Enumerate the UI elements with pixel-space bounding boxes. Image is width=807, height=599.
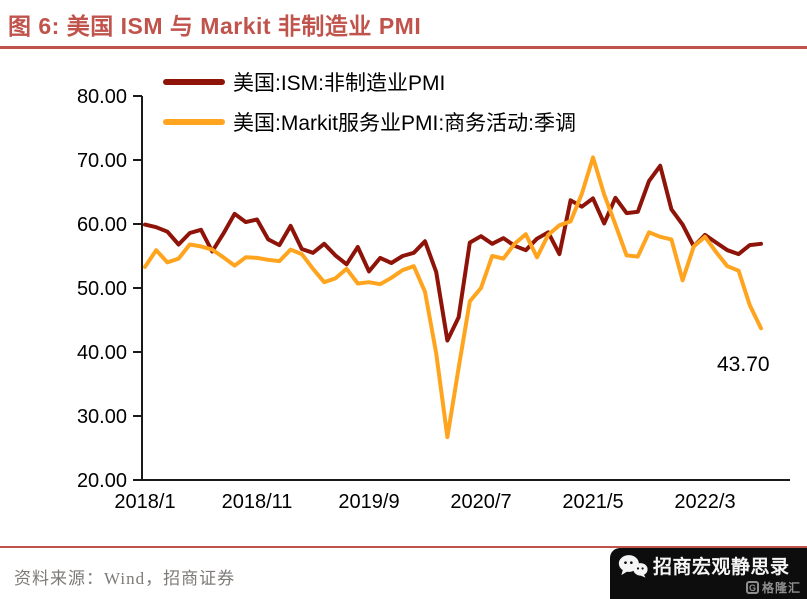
last-value-annotation: 43.70 bbox=[717, 353, 770, 377]
page-footer: 资料来源：Wind，招商证券 招商宏观静思录 G 格隆汇 bbox=[0, 548, 807, 599]
x-tick-label: 2018/1 bbox=[114, 491, 175, 513]
legend: 美国:ISM:非制造业PMI 美国:Markit服务业PMI:商务活动:季调 bbox=[163, 62, 576, 142]
ism-legend-label: 美国:ISM:非制造业PMI bbox=[233, 72, 446, 95]
markit-line bbox=[143, 155, 763, 440]
badge-title: 招商宏观静思录 bbox=[653, 557, 790, 578]
watermark-badge: 招商宏观静思录 G 格隆汇 bbox=[610, 548, 807, 599]
footer-divider bbox=[0, 546, 807, 548]
gelonghui-logo-icon: G bbox=[745, 581, 759, 594]
markit-legend-label: 美国:Markit服务业PMI:商务活动:季调 bbox=[233, 112, 577, 135]
x-tick-label: 2019/9 bbox=[338, 491, 399, 513]
ism-legend-swatch bbox=[163, 79, 225, 85]
source-text: 资料来源：Wind，招商证券 bbox=[14, 569, 236, 588]
y-tick-label: 60.00 bbox=[77, 214, 127, 236]
legend-item-ism: 美国:ISM:非制造业PMI bbox=[163, 62, 576, 102]
pmi-line-chart: 80.0070.0060.0050.0040.0030.0020.002018/… bbox=[77, 86, 790, 513]
y-tick-label: 80.00 bbox=[77, 86, 127, 108]
y-tick-label: 30.00 bbox=[77, 406, 127, 428]
badge-row-title: 招商宏观静思录 bbox=[618, 552, 801, 579]
chart-area: 80.00 70.00 60.00 50.00 40.00 30.00 20.00 2018/… bbox=[0, 49, 807, 549]
badge-row-logo: G 格隆汇 bbox=[618, 579, 801, 596]
chart-title: 图 6: 美国 ISM 与 Markit 非制造业 PMI bbox=[8, 13, 422, 39]
x-tick-label: 2021/5 bbox=[562, 491, 623, 513]
gelonghui-logo-text: 格隆汇 bbox=[761, 581, 801, 595]
title-bar: 图 6: 美国 ISM 与 Markit 非制造业 PMI bbox=[0, 0, 807, 46]
ism-line bbox=[143, 163, 763, 343]
chat-bubbles-icon bbox=[618, 554, 648, 578]
x-tick-label: 2020/7 bbox=[450, 491, 511, 513]
x-tick-label: 2018/11 bbox=[222, 491, 293, 513]
y-tick-label: 50.00 bbox=[77, 278, 127, 300]
y-tick-label: 40.00 bbox=[77, 342, 127, 364]
y-tick-label: 70.00 bbox=[77, 150, 127, 172]
title-divider bbox=[0, 46, 807, 49]
markit-legend-swatch bbox=[163, 119, 225, 125]
y-tick-label: 20.00 bbox=[77, 470, 127, 492]
legend-item-markit: 美国:Markit服务业PMI:商务活动:季调 bbox=[163, 102, 576, 142]
x-tick-label: 2022/3 bbox=[674, 491, 735, 513]
